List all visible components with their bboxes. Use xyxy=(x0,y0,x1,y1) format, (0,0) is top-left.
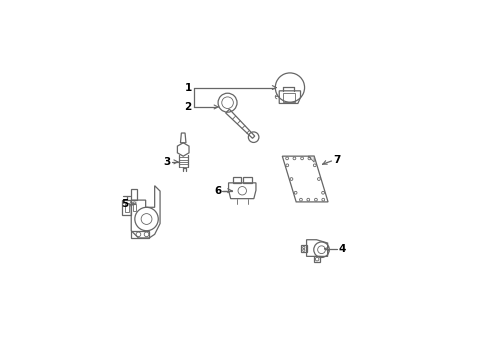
Text: 5: 5 xyxy=(121,199,128,209)
Text: 4: 4 xyxy=(339,244,346,254)
Text: 3: 3 xyxy=(164,157,171,167)
Text: 2: 2 xyxy=(185,102,192,112)
Text: 1: 1 xyxy=(185,82,192,93)
Text: 7: 7 xyxy=(333,155,340,165)
Text: 6: 6 xyxy=(215,186,222,196)
Polygon shape xyxy=(308,156,314,162)
